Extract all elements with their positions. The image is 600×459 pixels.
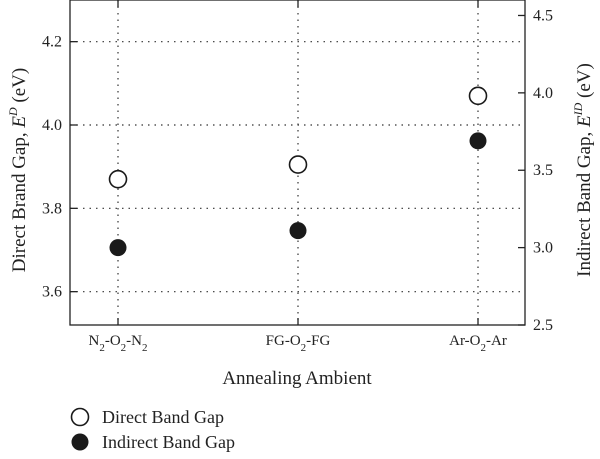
left-y-tick-label: 3.8 — [42, 200, 62, 217]
data-markers — [108, 86, 488, 257]
axis-ticks — [70, 0, 525, 326]
legend-indirect-marker — [71, 433, 89, 451]
right-y-tick-label: 4.5 — [533, 7, 553, 24]
indirect-band-gap-point — [469, 132, 487, 150]
direct-band-gap-point — [108, 169, 128, 189]
right-y-tick-label: 3.0 — [533, 240, 553, 257]
right-y-tick-label: 4.0 — [533, 85, 553, 102]
legend: Direct Band Gap Indirect Band Gap — [70, 407, 235, 452]
legend-direct-label: Direct Band Gap — [102, 407, 224, 427]
indirect-band-gap-point — [289, 222, 307, 240]
legend-direct-marker — [70, 407, 90, 427]
x-axis-title: Annealing Ambient — [222, 368, 372, 389]
left-y-axis-title: Direct Brand Gap, ED (eV) — [6, 68, 30, 272]
right-y-axis-title: Indirect Band Gap, EID (eV) — [571, 63, 595, 277]
left-y-tick-label: 3.6 — [42, 284, 62, 301]
x-tick-label: Ar-O2-Ar — [449, 333, 507, 354]
left-y-tick-label: 4.2 — [42, 34, 62, 51]
legend-indirect-label: Indirect Band Gap — [102, 432, 235, 452]
x-tick-labels: N2-O2-N2 FG-O2-FG Ar-O2-Ar — [89, 333, 507, 354]
right-y-tick-labels: 2.5 3.0 3.5 4.0 4.5 — [533, 7, 553, 334]
x-tick-label: N2-O2-N2 — [89, 333, 148, 354]
x-tick-label: FG-O2-FG — [266, 333, 331, 354]
left-y-tick-labels: 3.6 3.8 4.0 4.2 — [42, 34, 62, 301]
direct-band-gap-point — [468, 86, 488, 106]
left-y-tick-label: 4.0 — [42, 117, 62, 134]
right-y-tick-label: 2.5 — [533, 317, 553, 334]
direct-band-gap-point — [288, 155, 308, 174]
right-y-tick-label: 3.5 — [533, 162, 553, 179]
indirect-band-gap-point — [109, 239, 127, 257]
